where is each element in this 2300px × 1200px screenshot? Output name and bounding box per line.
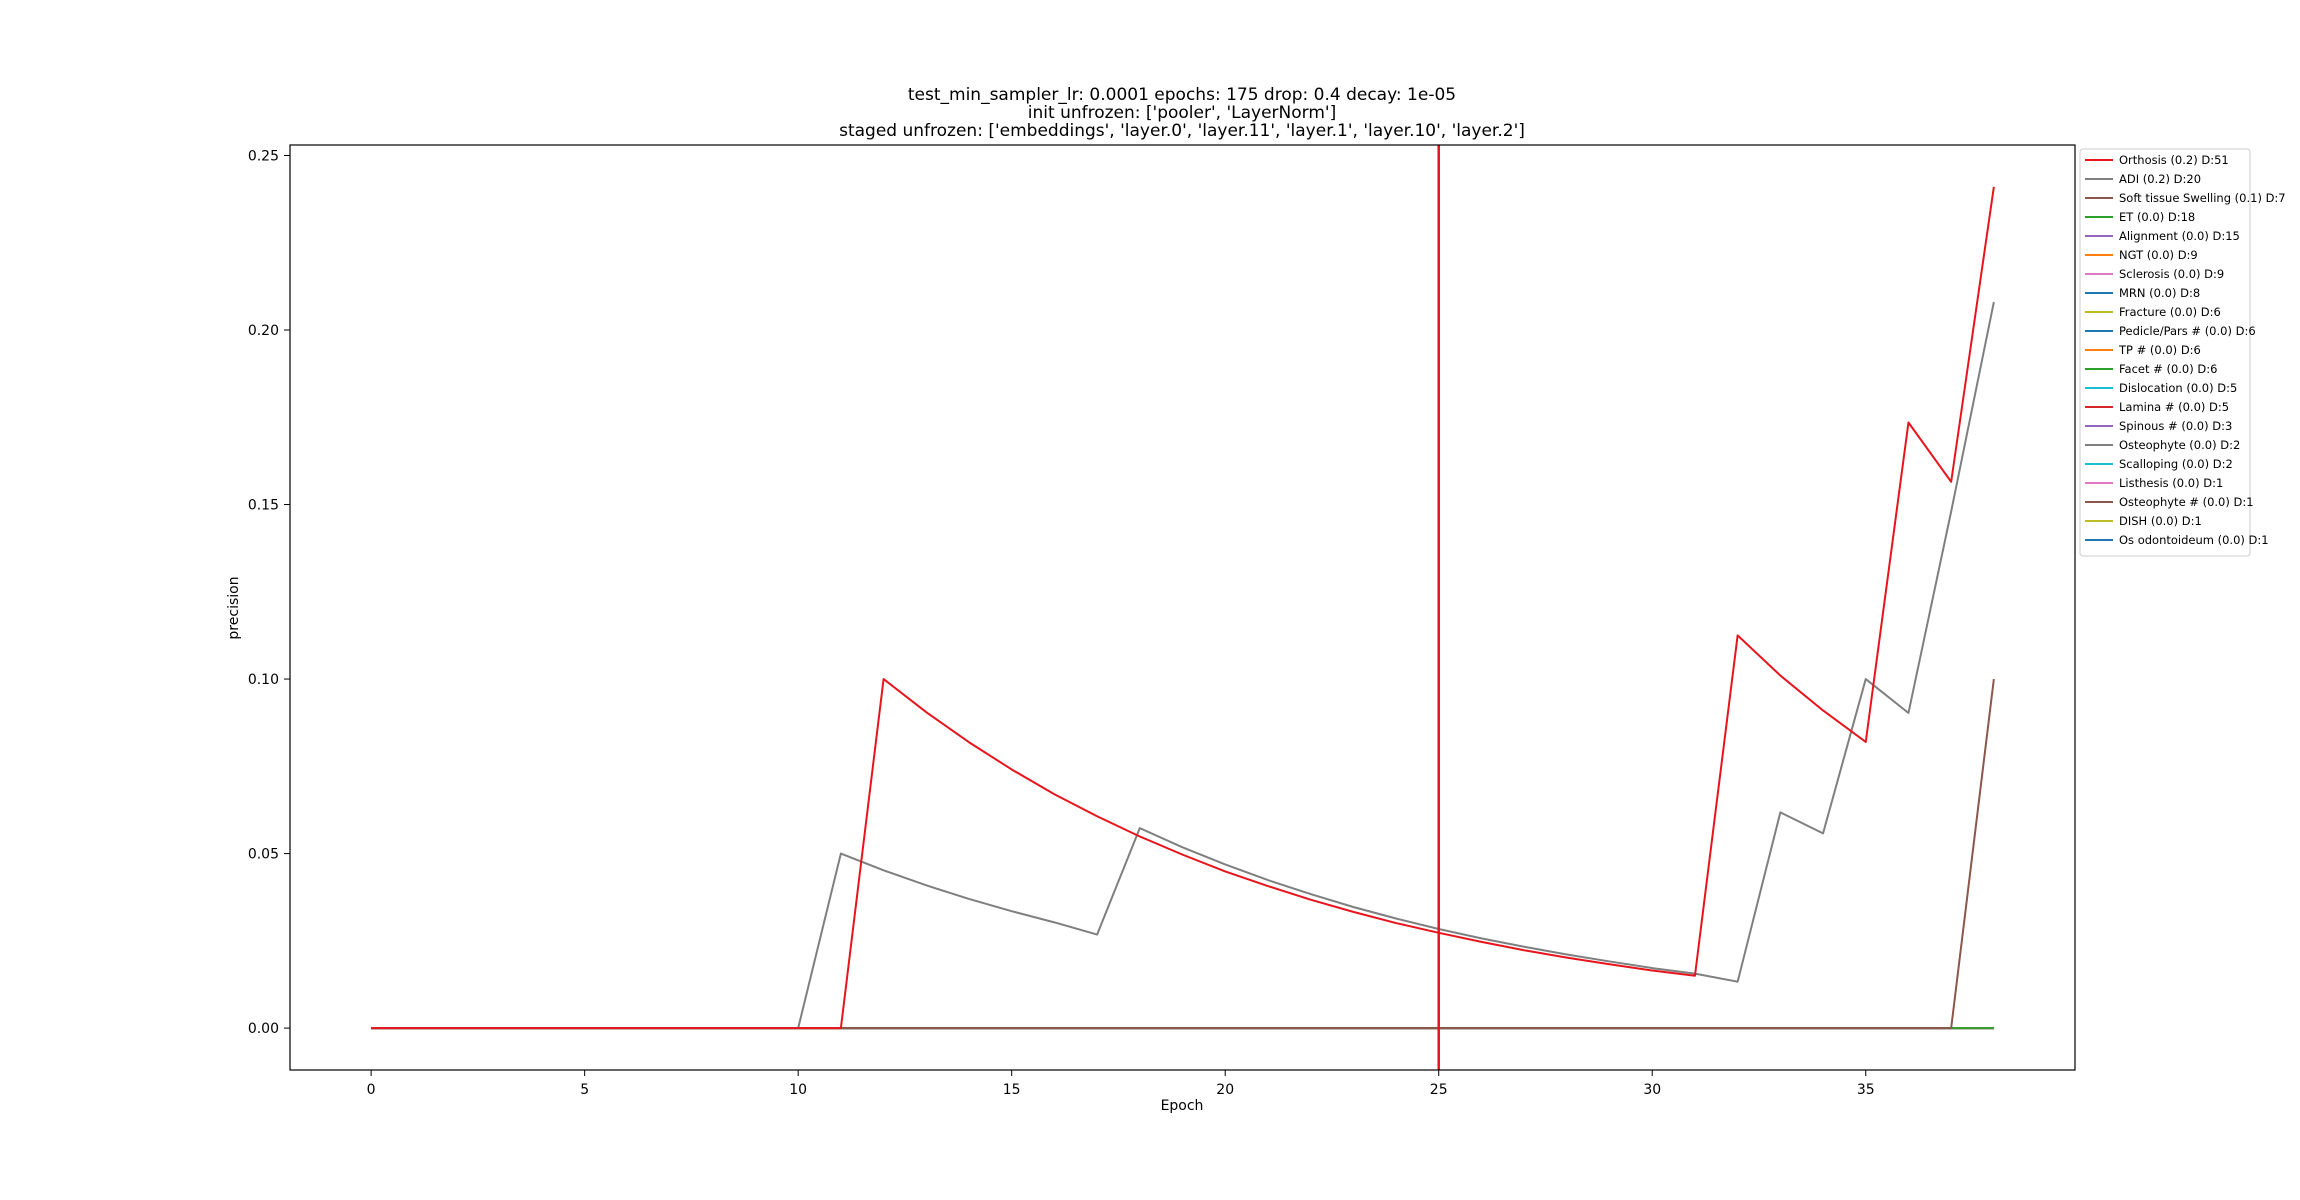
legend-label: NGT (0.0) D:9	[2119, 248, 2198, 262]
legend-label: Soft tissue Swelling (0.1) D:7	[2119, 191, 2286, 205]
x-axis-label: Epoch	[1161, 1098, 1204, 1114]
legend-label: Osteophyte # (0.0) D:1	[2119, 495, 2254, 509]
legend-label: DISH (0.0) D:1	[2119, 514, 2202, 528]
y-tick-label: 0.20	[248, 323, 279, 339]
chart-title-line: test_min_sampler_lr: 0.0001 epochs: 175 …	[908, 85, 1456, 105]
legend-label: Spinous # (0.0) D:3	[2119, 419, 2232, 433]
legend-label: ADI (0.2) D:20	[2119, 172, 2201, 186]
legend: Orthosis (0.2) D:51 ADI (0.2) D:20 Soft ti…	[2079, 148, 2286, 557]
x-tick-label: 20	[1216, 1082, 1234, 1098]
y-tick-label: 0.05	[248, 847, 279, 863]
x-tick-label: 0	[367, 1082, 376, 1098]
y-tick-label: 0.25	[248, 148, 279, 164]
series-line	[371, 678, 1995, 1030]
chart-title-line: init unfrozen: ['pooler', 'LayerNorm']	[1028, 103, 1336, 123]
y-tick-label: 0.15	[248, 498, 279, 514]
legend-label: Sclerosis (0.0) D:9	[2119, 267, 2224, 281]
x-tick-label: 30	[1643, 1082, 1661, 1098]
legend-label: Scalloping (0.0) D:2	[2119, 457, 2233, 471]
plot-frame	[289, 144, 2076, 1071]
plot-series	[371, 145, 1995, 1070]
legend-label: Listhesis (0.0) D:1	[2119, 476, 2223, 490]
legend-box	[2079, 148, 2251, 557]
x-tick-label: 10	[789, 1082, 807, 1098]
legend-label: Orthosis (0.2) D:51	[2119, 153, 2229, 167]
y-tick-label: 0.10	[248, 672, 279, 688]
legend-label: Facet # (0.0) D:6	[2119, 362, 2217, 376]
legend-label: Lamina # (0.0) D:5	[2119, 400, 2229, 414]
series-line	[371, 186, 1995, 1030]
chart-title: test_min_sampler_lr: 0.0001 epochs: 175 …	[839, 85, 1525, 141]
x-tick-label: 25	[1430, 1082, 1448, 1098]
y-axis: 0.00 0.05 0.10 0.15 0.20 0.25	[248, 148, 290, 1037]
legend-label: MRN (0.0) D:8	[2119, 286, 2200, 300]
legend-label: Pedicle/Pars # (0.0) D:6	[2119, 324, 2256, 338]
legend-label: ET (0.0) D:18	[2119, 210, 2195, 224]
y-axis-label: precision	[226, 576, 242, 639]
series-line	[371, 301, 1995, 1030]
legend-label: TP # (0.0) D:6	[2118, 343, 2201, 357]
legend-label: Osteophyte (0.0) D:2	[2119, 438, 2240, 452]
x-tick-label: 5	[580, 1082, 589, 1098]
chart-title-line: staged unfrozen: ['embeddings', 'layer.0…	[839, 121, 1525, 141]
x-tick-label: 15	[1003, 1082, 1021, 1098]
legend-label: Fracture (0.0) D:6	[2119, 305, 2221, 319]
y-tick-label: 0.00	[248, 1021, 279, 1037]
x-axis: 0 5 10 15 20 25 30 35	[367, 1070, 1875, 1098]
legend-label: Dislocation (0.0) D:5	[2119, 381, 2237, 395]
x-tick-label: 35	[1857, 1082, 1875, 1098]
legend-label: Os odontoideum (0.0) D:1	[2119, 533, 2269, 547]
legend-label: Alignment (0.0) D:15	[2119, 229, 2240, 243]
